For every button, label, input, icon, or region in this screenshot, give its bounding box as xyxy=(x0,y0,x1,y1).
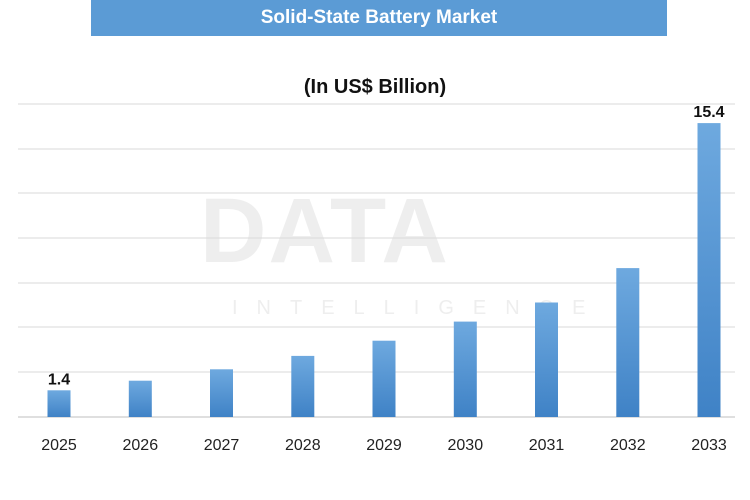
bars xyxy=(47,123,721,417)
data-label: 15.4 xyxy=(693,104,724,121)
bar-2026 xyxy=(128,380,152,417)
x-tick-label: 2031 xyxy=(529,437,565,454)
title-banner: Solid-State Battery Market xyxy=(91,0,667,36)
chart-subtitle: (In US$ Billion) xyxy=(303,76,447,98)
bar-2028 xyxy=(291,355,315,417)
chart-title: Solid-State Battery Market xyxy=(260,7,498,28)
x-tick-label: 2033 xyxy=(691,437,727,454)
x-tick-label: 2029 xyxy=(366,437,402,454)
bar-2033 xyxy=(697,123,721,417)
x-axis-ticks: 2025 2026 2027 2028 2029 2030 2031 2032 2033 xyxy=(41,437,727,454)
x-tick-label: 2025 xyxy=(41,437,77,454)
x-tick-label: 2028 xyxy=(285,437,321,454)
bar-2025 xyxy=(47,390,71,417)
x-tick-label: 2027 xyxy=(204,437,240,454)
x-tick-label: 2032 xyxy=(610,437,646,454)
bar-2032 xyxy=(616,268,640,417)
bar-2030 xyxy=(453,321,477,417)
data-label: 1.4 xyxy=(48,371,70,388)
x-tick-label: 2030 xyxy=(448,437,484,454)
bar-2031 xyxy=(535,302,558,417)
x-tick-label: 2026 xyxy=(123,437,159,454)
data-labels: 1.4 15.4 xyxy=(48,104,725,388)
bar-2029 xyxy=(372,340,396,417)
bar-2027 xyxy=(210,369,233,417)
